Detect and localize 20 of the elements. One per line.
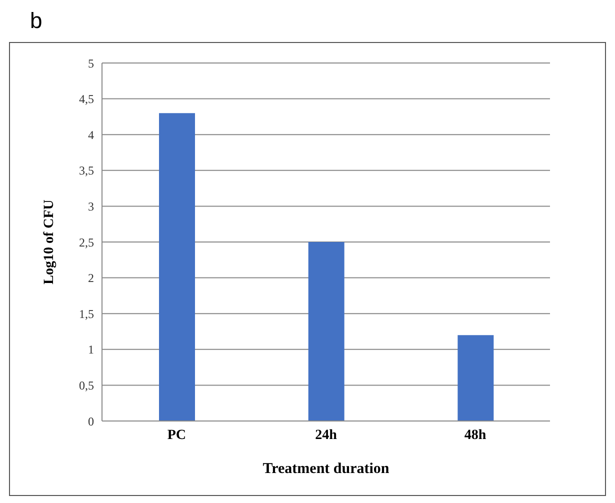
- x-tick-label: 24h: [315, 428, 338, 443]
- y-axis-title: Log10 of CFU: [42, 200, 57, 284]
- y-tick-label: 3: [88, 199, 94, 214]
- y-tick-label: 5: [88, 56, 94, 70]
- y-tick-label: 3,5: [79, 164, 94, 178]
- bar: [308, 242, 344, 421]
- y-tick-label: 4: [88, 128, 94, 142]
- y-tick-label: 1: [88, 342, 94, 357]
- y-tick-label: 1,5: [79, 306, 94, 321]
- x-axis-title: Treatment duration: [262, 461, 390, 477]
- x-tick-label: PC: [167, 428, 186, 443]
- y-tick-label: 0: [88, 414, 94, 428]
- x-tick-label: 48h: [464, 428, 486, 443]
- chart-title: b: [30, 8, 42, 34]
- y-tick-label: 2,5: [79, 235, 94, 250]
- y-tick-label: 2: [88, 271, 94, 286]
- bar: [458, 335, 494, 421]
- bar: [159, 113, 195, 421]
- y-tick-label: 0,5: [79, 378, 94, 392]
- y-tick-label: 4,5: [79, 92, 94, 106]
